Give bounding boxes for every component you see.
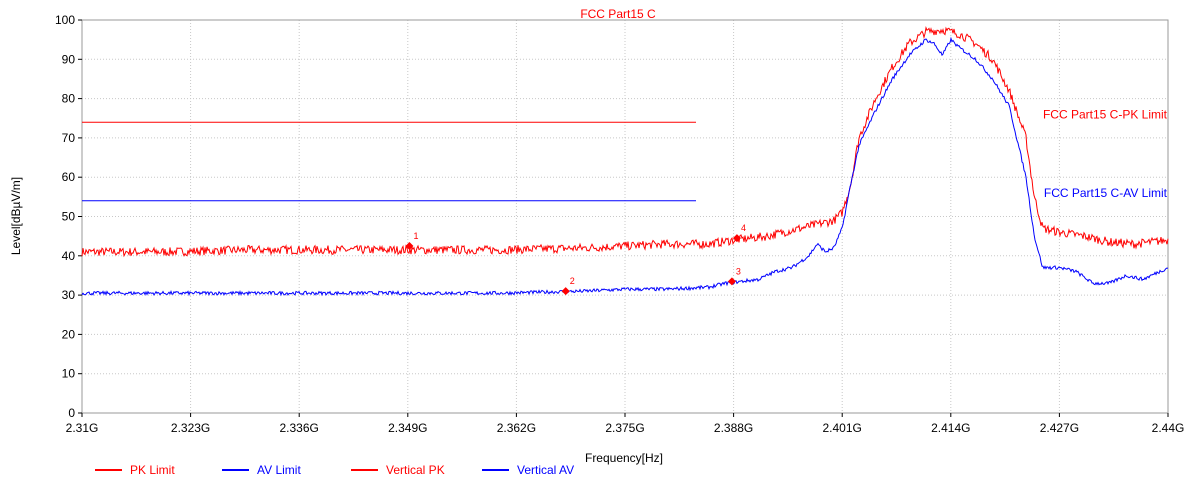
marker-diamond xyxy=(727,277,736,286)
x-tick-label: 2.336G xyxy=(280,421,319,435)
legend-label: Vertical AV xyxy=(517,463,574,477)
y-tick-label: 100 xyxy=(55,13,75,27)
x-tick-label: 2.414G xyxy=(931,421,970,435)
marker-label: 3 xyxy=(736,266,741,276)
y-tick-label: 20 xyxy=(62,327,76,341)
x-tick-label: 2.427G xyxy=(1040,421,1079,435)
x-tick-label: 2.375G xyxy=(605,421,644,435)
legend-label: PK Limit xyxy=(130,463,175,477)
x-tick-label: 2.44G xyxy=(1152,421,1185,435)
y-tick-label: 50 xyxy=(62,210,76,224)
x-tick-label: 2.362G xyxy=(497,421,536,435)
marker-layer: 1 2 3 4 xyxy=(405,223,746,296)
x-axis-title: Frequency[Hz] xyxy=(585,451,663,465)
legend-label: Vertical PK xyxy=(386,463,445,477)
marker-label: 2 xyxy=(570,276,575,286)
series-line-vertical-av xyxy=(81,36,1169,297)
chart-title: FCC Part15 C xyxy=(580,7,656,21)
y-tick-label: 70 xyxy=(62,131,76,145)
y-tick-label: 0 xyxy=(68,406,75,420)
y-tick-label: 80 xyxy=(62,92,76,106)
x-tick-label: 2.349G xyxy=(388,421,427,435)
series-line-vertical-pk xyxy=(81,26,1169,258)
y-tick-label: 60 xyxy=(62,170,76,184)
x-tick-label: 2.31G xyxy=(66,421,99,435)
legend-label: AV Limit xyxy=(257,463,301,477)
x-tick-label: 2.323G xyxy=(171,421,210,435)
y-tick-label: 10 xyxy=(62,367,76,381)
limit-annotations: FCC Part15 C-PK Limit FCC Part15 C-AV Lim… xyxy=(1043,107,1168,200)
y-tick-label: 30 xyxy=(62,288,76,302)
marker-diamond xyxy=(732,234,741,243)
y-axis-ticks: 0 10 20 30 40 50 60 70 80 90 100 xyxy=(55,13,82,420)
limit-annotation: FCC Part15 C-PK Limit xyxy=(1043,107,1168,121)
marker-diamond xyxy=(405,241,414,250)
marker-label: 4 xyxy=(741,223,746,233)
y-axis-title: Level[dBµV/m] xyxy=(9,177,23,255)
series-layer xyxy=(81,26,1169,297)
y-tick-label: 40 xyxy=(62,249,76,263)
marker-diamond xyxy=(561,287,570,296)
x-axis-ticks: 2.31G 2.323G 2.336G 2.349G 2.362G 2.375G 2.388… xyxy=(66,413,1185,435)
x-tick-label: 2.388G xyxy=(714,421,753,435)
marker-label: 1 xyxy=(413,231,418,241)
y-tick-label: 90 xyxy=(62,52,76,66)
legend: PK Limit AV Limit Vertical PK Vertical AV xyxy=(95,463,574,477)
grid xyxy=(82,20,1168,413)
x-tick-label: 2.401G xyxy=(823,421,862,435)
limit-annotation: FCC Part15 C-AV Limit xyxy=(1044,186,1168,200)
